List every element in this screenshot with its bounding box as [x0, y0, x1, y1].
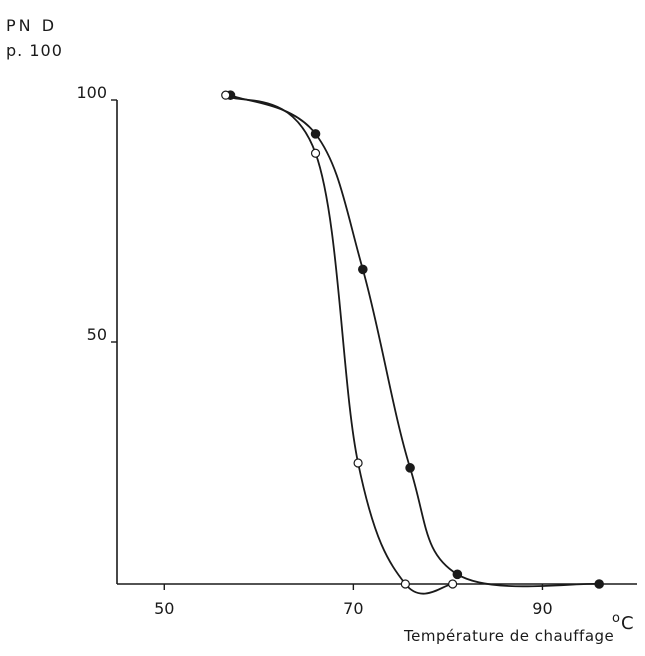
- x-tick-label-90: 90: [532, 599, 552, 618]
- series-0-line: [230, 94, 600, 588]
- y-tick-label-100: 100: [76, 83, 107, 102]
- x-tick-label-50: 50: [154, 599, 174, 618]
- series-1-point-1: [310, 148, 321, 158]
- unit-letter: C: [620, 613, 634, 634]
- series-0-point-2: [358, 264, 368, 275]
- x-tick-label-70: 70: [343, 599, 363, 618]
- series-0-point-3: [405, 463, 415, 473]
- y-axis-label-line-2: p. 100: [6, 41, 63, 60]
- series-1-point-3: [400, 579, 410, 589]
- series-1-point-2: [353, 458, 363, 468]
- y-axis-label-line-1: PN D: [6, 16, 58, 35]
- x-axis-unit: oC: [612, 611, 634, 634]
- x-axis-label: Température de chauffage: [404, 627, 615, 645]
- series-1-point-4: [448, 579, 458, 589]
- series-1-point-0: [221, 90, 231, 100]
- series-0-point-1: [310, 129, 321, 139]
- series-1-line: [225, 94, 453, 595]
- series-0-point-4: [452, 569, 463, 580]
- y-tick-label-50: 50: [87, 325, 107, 344]
- degree-symbol: o: [612, 611, 620, 626]
- series-0-point-5: [594, 579, 604, 589]
